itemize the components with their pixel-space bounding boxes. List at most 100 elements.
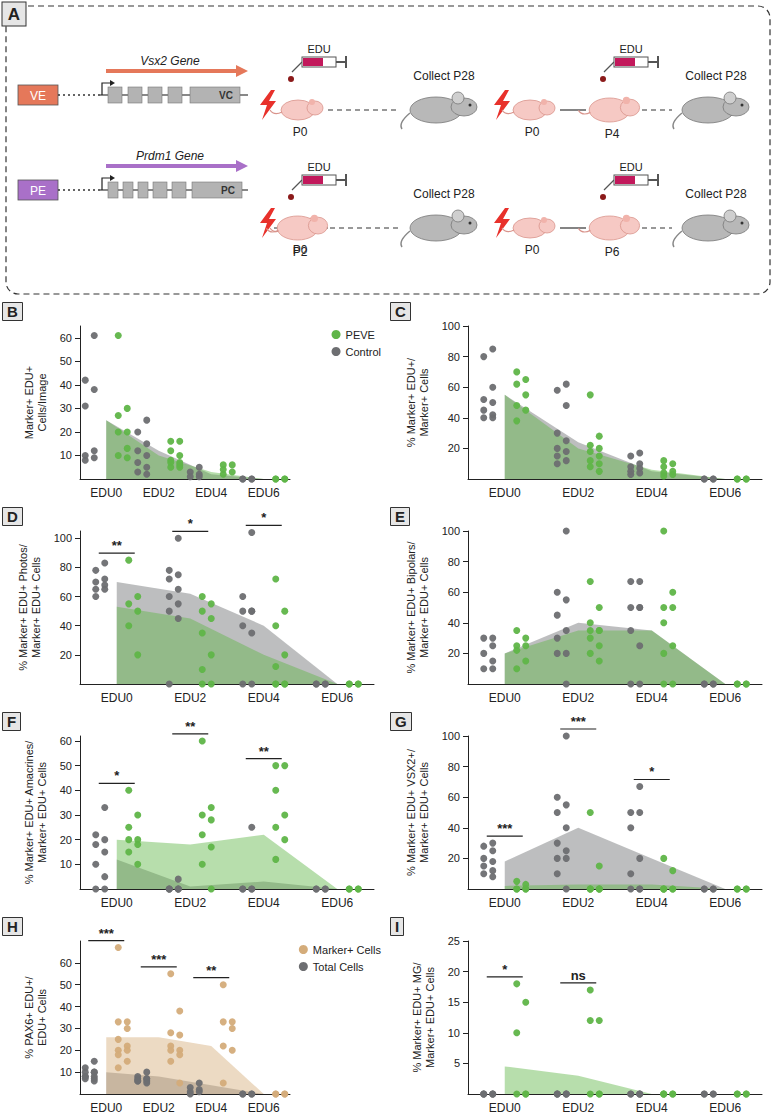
svg-text:10: 10 <box>60 858 72 870</box>
svg-text:PC: PC <box>221 185 235 196</box>
svg-text:40: 40 <box>60 784 72 796</box>
svg-text:EDU: EDU <box>307 161 330 173</box>
svg-text:60: 60 <box>60 957 72 969</box>
svg-text:% Marker+ EDU+ MG/: % Marker+ EDU+ MG/ <box>411 962 423 1073</box>
svg-text:Marker+ EDU+ Cells: Marker+ EDU+ Cells <box>418 762 430 863</box>
svg-text:***: *** <box>99 926 115 941</box>
svg-text:PE: PE <box>30 184 46 198</box>
svg-text:60: 60 <box>448 791 460 803</box>
svg-text:80: 80 <box>448 556 460 568</box>
svg-text:P0: P0 <box>525 243 540 257</box>
svg-text:Marker+ EDU+ Cells: Marker+ EDU+ Cells <box>36 762 48 863</box>
svg-text:EDU2: EDU2 <box>174 691 206 705</box>
svg-text:EDU2: EDU2 <box>562 896 594 910</box>
svg-text:20: 20 <box>60 834 72 846</box>
svg-text:60: 60 <box>448 381 460 393</box>
svg-text:Marker+ EDU+: Marker+ EDU+ <box>23 366 35 439</box>
svg-text:40: 40 <box>60 1001 72 1013</box>
svg-text:Collect P28: Collect P28 <box>685 69 747 83</box>
svg-text:EDU0: EDU0 <box>489 896 521 910</box>
svg-text:80: 80 <box>448 351 460 363</box>
svg-text:EDU6: EDU6 <box>248 486 280 500</box>
svg-text:% PAX6+ EDU+/: % PAX6+ EDU+/ <box>23 975 35 1058</box>
svg-text:EDU0: EDU0 <box>90 486 122 500</box>
svg-text:EDU4: EDU4 <box>248 691 280 705</box>
svg-text:Marker+ Cells: Marker+ Cells <box>313 944 382 956</box>
svg-text:P2: P2 <box>293 245 308 259</box>
svg-text:EDU4: EDU4 <box>636 1101 668 1115</box>
svg-text:5: 5 <box>454 1057 460 1069</box>
svg-text:I: I <box>395 918 399 935</box>
svg-text:60: 60 <box>448 586 460 598</box>
svg-text:100: 100 <box>442 525 460 537</box>
svg-text:40: 40 <box>448 822 460 834</box>
svg-text:VE: VE <box>30 89 46 103</box>
svg-text:40: 40 <box>60 620 72 632</box>
svg-text:80: 80 <box>60 561 72 573</box>
svg-text:Prdm1 Gene: Prdm1 Gene <box>136 149 204 163</box>
svg-text:EDU2: EDU2 <box>562 691 594 705</box>
svg-text:F: F <box>7 713 16 730</box>
svg-text:EDU4: EDU4 <box>248 896 280 910</box>
svg-text:EDU: EDU <box>619 43 642 55</box>
svg-text:C: C <box>395 303 406 320</box>
svg-text:15: 15 <box>448 996 460 1008</box>
svg-text:EDU4: EDU4 <box>636 486 668 500</box>
svg-text:VC: VC <box>219 90 233 101</box>
svg-text:*: * <box>649 764 655 779</box>
svg-text:50: 50 <box>60 979 72 991</box>
svg-text:***: *** <box>571 714 587 729</box>
svg-text:EDU2: EDU2 <box>174 896 206 910</box>
svg-text:10: 10 <box>60 449 72 461</box>
svg-text:20: 20 <box>448 966 460 978</box>
svg-text:EDU4: EDU4 <box>636 896 668 910</box>
svg-text:30: 30 <box>60 402 72 414</box>
svg-text:**: ** <box>259 744 270 759</box>
svg-text:20: 20 <box>448 852 460 864</box>
svg-text:EDU6: EDU6 <box>248 1101 280 1115</box>
svg-text:A: A <box>8 5 20 24</box>
svg-text:20: 20 <box>448 647 460 659</box>
svg-text:30: 30 <box>60 809 72 821</box>
svg-text:Marker+ EDU+ Cells: Marker+ EDU+ Cells <box>30 557 42 658</box>
svg-text:D: D <box>7 508 18 525</box>
svg-text:EDU6: EDU6 <box>709 691 741 705</box>
svg-text:P0: P0 <box>293 125 308 139</box>
svg-text:E: E <box>395 508 405 525</box>
svg-text:20: 20 <box>60 1044 72 1056</box>
svg-text:Marker+ EDU+ Cells: Marker+ EDU+ Cells <box>418 557 430 658</box>
svg-text:H: H <box>7 918 18 935</box>
svg-text:EDU0: EDU0 <box>489 486 521 500</box>
svg-text:40: 40 <box>60 379 72 391</box>
svg-text:40: 40 <box>448 412 460 424</box>
svg-text:EDU0: EDU0 <box>101 896 133 910</box>
svg-text:50: 50 <box>60 355 72 367</box>
svg-text:EDU0: EDU0 <box>101 691 133 705</box>
svg-text:% Marker+ EDU+ Bipolars/: % Marker+ EDU+ Bipolars/ <box>405 541 417 674</box>
svg-text:**: ** <box>185 719 196 734</box>
svg-text:60: 60 <box>60 332 72 344</box>
svg-text:P4: P4 <box>605 127 620 141</box>
svg-text:Total Cells: Total Cells <box>313 961 364 973</box>
svg-text:% Marker+ EDU+ VSX2+/: % Marker+ EDU+ VSX2+/ <box>405 748 417 876</box>
svg-text:ns: ns <box>571 968 586 983</box>
svg-text:*: * <box>502 962 508 977</box>
svg-text:Collect P28: Collect P28 <box>685 187 747 201</box>
svg-text:100: 100 <box>442 730 460 742</box>
svg-text:EDU6: EDU6 <box>321 691 353 705</box>
svg-text:PEVE: PEVE <box>346 329 375 341</box>
svg-text:EDU: EDU <box>619 161 642 173</box>
svg-text:Control: Control <box>346 346 381 358</box>
svg-text:% Marker+ EDU+ Photos/: % Marker+ EDU+ Photos/ <box>17 543 29 670</box>
svg-text:40: 40 <box>448 617 460 629</box>
svg-text:100: 100 <box>442 320 460 332</box>
svg-text:EDU4: EDU4 <box>195 1101 227 1115</box>
svg-text:Marker+ Cells: Marker+ Cells <box>418 368 430 437</box>
svg-text:30: 30 <box>60 1022 72 1034</box>
svg-text:Collect P28: Collect P28 <box>413 69 475 83</box>
svg-text:EDU+ Cells: EDU+ Cells <box>36 988 48 1046</box>
svg-text:100: 100 <box>54 532 72 544</box>
svg-text:EDU2: EDU2 <box>562 486 594 500</box>
svg-text:50: 50 <box>60 760 72 772</box>
svg-text:EDU: EDU <box>307 43 330 55</box>
